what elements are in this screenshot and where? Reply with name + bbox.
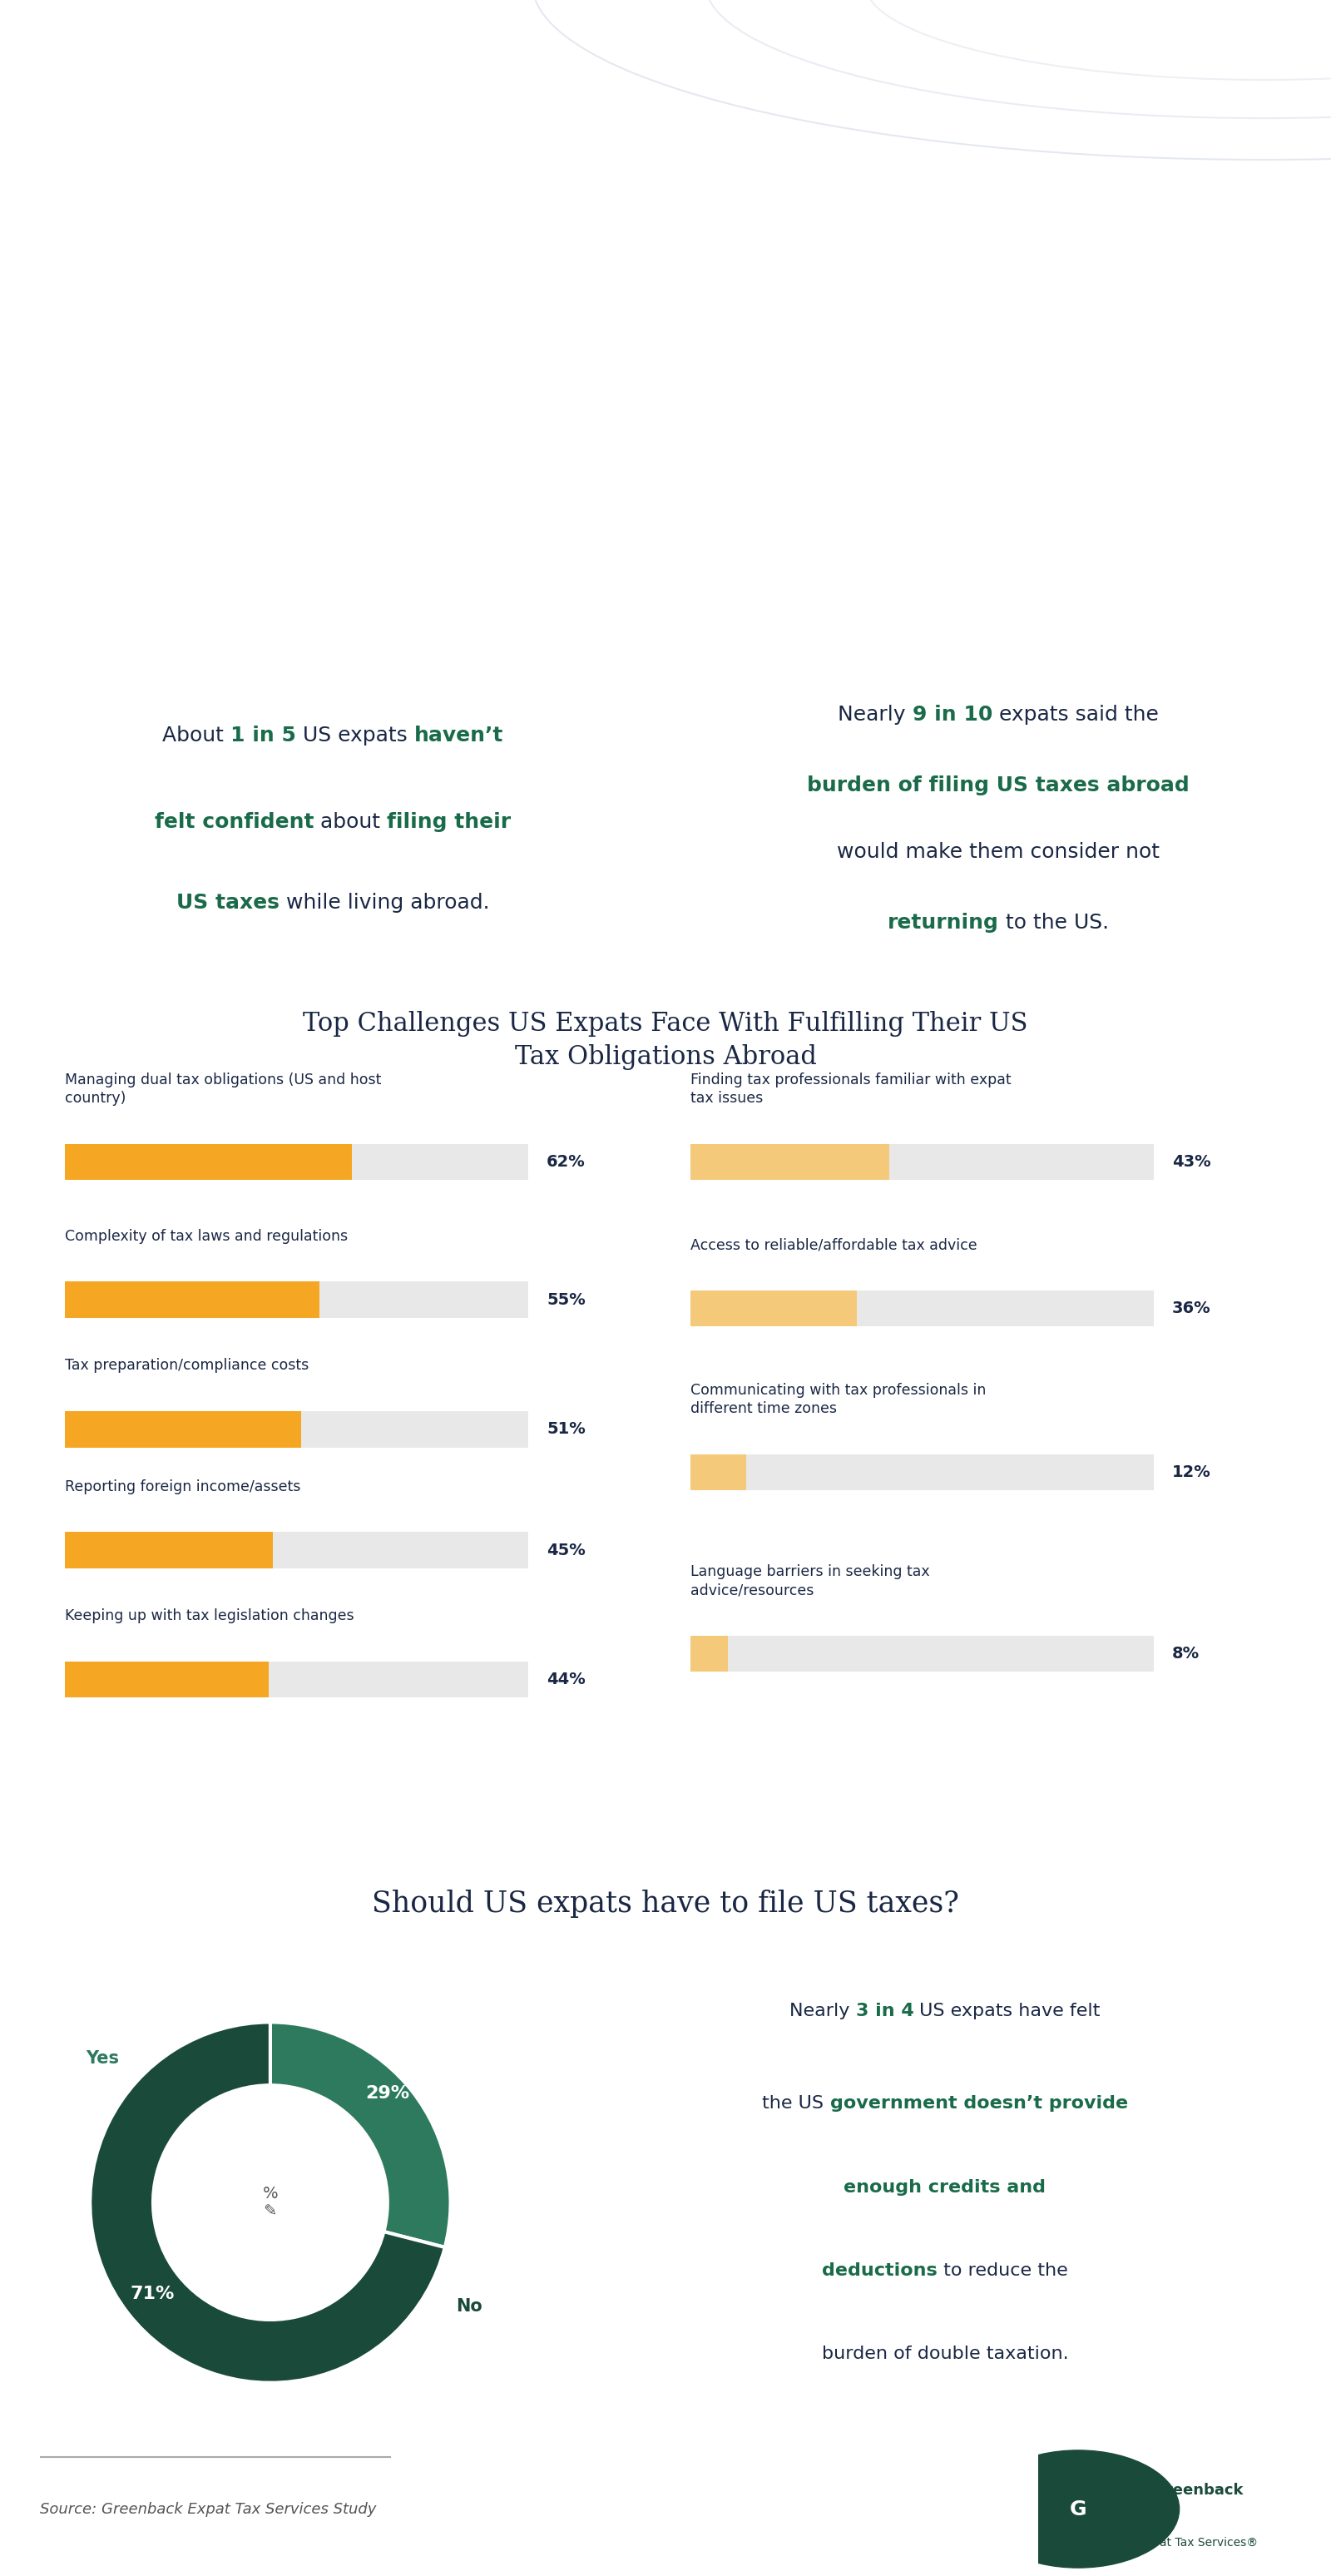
- Bar: [691, 1291, 857, 1327]
- Text: expats said the: expats said the: [993, 706, 1159, 724]
- Text: government doesn’t provide: government doesn’t provide: [829, 2094, 1127, 2112]
- Text: 51%: 51%: [547, 1422, 586, 1437]
- Text: No: No: [455, 2298, 482, 2313]
- Text: Top Challenges US Expats Face With Fulfilling Their US
Tax Obligations Abroad: Top Challenges US Expats Face With Fulfi…: [303, 1010, 1028, 1072]
- Text: Source: Greenback Expat Tax Services Study: Source: Greenback Expat Tax Services Stu…: [40, 2501, 377, 2517]
- Text: 8%: 8%: [1173, 1646, 1199, 1662]
- Text: Communicating with tax professionals in
different time zones: Communicating with tax professionals in …: [691, 1383, 986, 1417]
- Text: 43%: 43%: [1173, 1154, 1211, 1170]
- Bar: [65, 1533, 273, 1569]
- Text: 9 in 10: 9 in 10: [912, 706, 993, 724]
- Bar: [65, 1412, 301, 1448]
- Text: US expats have felt: US expats have felt: [914, 2002, 1101, 2020]
- Text: enough credits and: enough credits and: [844, 2179, 1046, 2195]
- Wedge shape: [270, 2022, 451, 2246]
- Circle shape: [977, 2450, 1179, 2568]
- Text: 55%: 55%: [547, 1293, 586, 1309]
- Text: to reduce the: to reduce the: [937, 2262, 1067, 2280]
- Text: filing their: filing their: [387, 811, 511, 832]
- Text: US expats: US expats: [295, 726, 414, 744]
- Wedge shape: [91, 2022, 445, 2383]
- Text: 45%: 45%: [547, 1543, 586, 1558]
- Text: 3 in 4: 3 in 4: [856, 2002, 914, 2020]
- Text: about: about: [314, 811, 387, 832]
- Text: Reporting foreign income/assets: Reporting foreign income/assets: [65, 1479, 301, 1494]
- Text: 71%: 71%: [130, 2285, 174, 2303]
- Text: returning: returning: [888, 912, 1000, 933]
- Text: Nearly: Nearly: [837, 706, 912, 724]
- Bar: [65, 1533, 528, 1569]
- Bar: [691, 1455, 747, 1492]
- Bar: [691, 1144, 889, 1180]
- Text: Tax preparation/compliance costs: Tax preparation/compliance costs: [65, 1358, 309, 1373]
- Bar: [691, 1455, 1154, 1492]
- Text: Finding tax professionals familiar with expat
tax issues: Finding tax professionals familiar with …: [691, 1072, 1012, 1105]
- Text: haven’t: haven’t: [414, 726, 503, 744]
- Text: while living abroad.: while living abroad.: [280, 894, 490, 912]
- Bar: [65, 1283, 528, 1319]
- Bar: [691, 1144, 1154, 1180]
- Text: Keeping up with tax legislation changes: Keeping up with tax legislation changes: [65, 1607, 354, 1623]
- Text: US taxes: US taxes: [176, 894, 280, 912]
- Text: Complexity of tax laws and regulations: Complexity of tax laws and regulations: [65, 1229, 347, 1244]
- Text: 36%: 36%: [1173, 1301, 1211, 1316]
- Text: 44%: 44%: [547, 1672, 586, 1687]
- Bar: [65, 1662, 269, 1698]
- Bar: [65, 1412, 528, 1448]
- Text: burden of double taxation.: burden of double taxation.: [821, 2347, 1069, 2362]
- Bar: [691, 1636, 728, 1672]
- Bar: [691, 1636, 1154, 1672]
- Bar: [65, 1662, 528, 1698]
- Text: Greenback: Greenback: [1153, 2483, 1243, 2499]
- Text: G: G: [1070, 2499, 1086, 2519]
- Text: to the US.: to the US.: [1000, 912, 1109, 933]
- Text: 29%: 29%: [366, 2084, 410, 2102]
- Text: would make them consider not: would make them consider not: [837, 842, 1159, 863]
- Text: 62%: 62%: [547, 1154, 586, 1170]
- Text: 12%: 12%: [1173, 1466, 1211, 1481]
- Text: felt confident: felt confident: [154, 811, 314, 832]
- Text: %
✎: % ✎: [262, 2184, 278, 2221]
- Bar: [65, 1144, 351, 1180]
- Bar: [65, 1144, 528, 1180]
- Text: the US: the US: [763, 2094, 829, 2112]
- Bar: [65, 1283, 319, 1319]
- Text: Expat Tax Dilemmas: Expat Tax Dilemmas: [53, 160, 656, 211]
- Text: Expat Tax Services®: Expat Tax Services®: [1138, 2537, 1258, 2548]
- Text: Managing dual tax obligations (US and host
country): Managing dual tax obligations (US and ho…: [65, 1072, 382, 1105]
- Text: Language barriers in seeking tax
advice/resources: Language barriers in seeking tax advice/…: [691, 1564, 930, 1597]
- Text: About: About: [162, 726, 230, 744]
- Bar: [691, 1291, 1154, 1327]
- Text: burden of filing US taxes abroad: burden of filing US taxes abroad: [807, 775, 1190, 796]
- Text: Yes: Yes: [85, 2050, 118, 2066]
- Text: 1 in 5: 1 in 5: [230, 726, 295, 744]
- Text: Access to reliable/affordable tax advice: Access to reliable/affordable tax advice: [691, 1236, 977, 1252]
- Text: deductions: deductions: [823, 2262, 937, 2280]
- Text: Nearly: Nearly: [789, 2002, 856, 2020]
- Text: Should US expats have to file US taxes?: Should US expats have to file US taxes?: [371, 1891, 960, 1917]
